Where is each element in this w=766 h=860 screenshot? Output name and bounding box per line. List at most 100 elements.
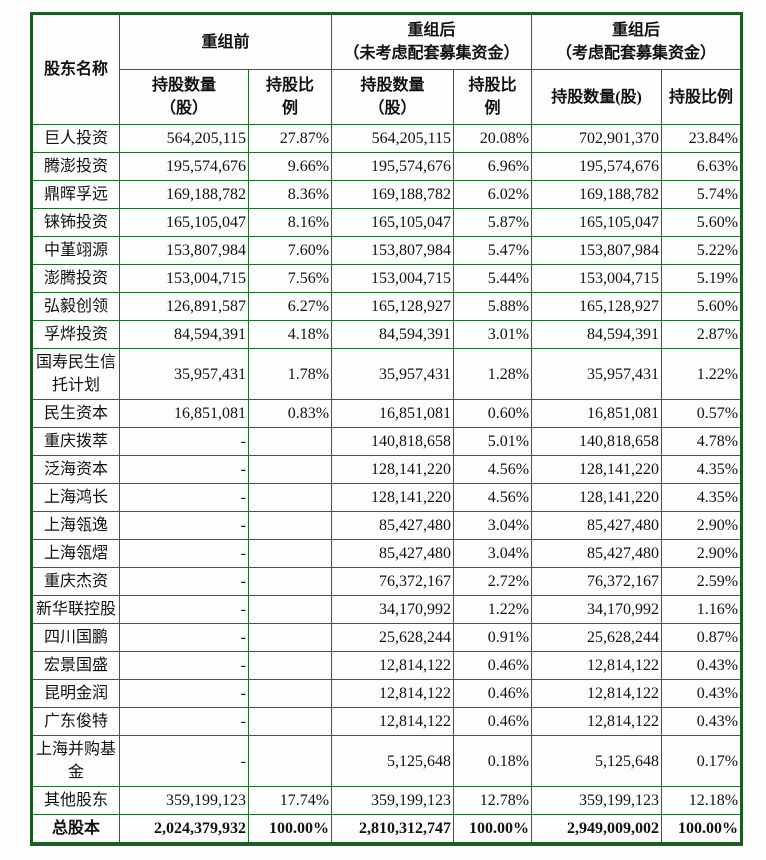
post-fund-pct-cell: 1.22% bbox=[661, 348, 743, 400]
pre-qty-cell: - bbox=[119, 595, 249, 624]
pre-qty-cell: 153,004,715 bbox=[119, 264, 249, 293]
pre-qty-cell: - bbox=[119, 651, 249, 680]
pre-pct-cell: 1.78% bbox=[247, 348, 333, 400]
pre-pct-cell bbox=[247, 651, 333, 680]
post-fund-pct-cell: 5.60% bbox=[661, 292, 743, 321]
shareholder-name-cell: 国寿民生信托计划 bbox=[31, 348, 120, 400]
pre-pct-cell: 27.87% bbox=[247, 124, 333, 153]
post-fund-pct-cell: 2.90% bbox=[661, 511, 743, 540]
post-nofund-pct-cell: 6.02% bbox=[453, 180, 533, 209]
post-fund-pct-cell: 4.78% bbox=[661, 427, 743, 456]
post-nofund-qty-cell: 153,004,715 bbox=[331, 264, 455, 293]
table-row: 其他股东 359,199,123 17.74% 359,199,123 12.7… bbox=[31, 786, 743, 815]
table-row: 澎腾投资 153,004,715 7.56% 153,004,715 5.44%… bbox=[31, 264, 743, 293]
pre-pct-cell bbox=[247, 427, 333, 456]
shareholder-name-cell: 鼎晖孚远 bbox=[31, 180, 120, 209]
post-fund-pct-cell: 100.00% bbox=[661, 814, 743, 846]
post-fund-pct-cell: 0.87% bbox=[661, 623, 743, 652]
post-nofund-qty-cell: 128,141,220 bbox=[331, 455, 455, 484]
pre-qty-cell: 153,807,984 bbox=[119, 236, 249, 265]
shareholder-name-cell: 巨人投资 bbox=[31, 124, 120, 153]
post-fund-qty-cell: 153,807,984 bbox=[531, 236, 663, 265]
pre-qty-cell: 359,199,123 bbox=[119, 786, 249, 815]
table-row: 弘毅创领 126,891,587 6.27% 165,128,927 5.88%… bbox=[31, 292, 743, 321]
post-nofund-pct-cell: 5.44% bbox=[453, 264, 533, 293]
table-row: 总股本 2,024,379,932 100.00% 2,810,312,747 … bbox=[31, 814, 743, 846]
post-fund-qty-cell: 128,141,220 bbox=[531, 483, 663, 512]
pre-qty-cell: 84,594,391 bbox=[119, 320, 249, 349]
post-fund-pct-cell: 23.84% bbox=[661, 124, 743, 153]
header-group-post-nofund-line2: （未考虑配套募集资金） bbox=[343, 45, 520, 62]
post-nofund-pct-cell: 0.46% bbox=[453, 679, 533, 708]
post-nofund-pct-cell: 20.08% bbox=[453, 124, 533, 153]
pre-pct-cell: 7.60% bbox=[247, 236, 333, 265]
pre-pct-cell: 100.00% bbox=[247, 814, 333, 846]
post-fund-qty-cell: 12,814,122 bbox=[531, 679, 663, 708]
pre-qty-cell: - bbox=[119, 511, 249, 540]
pre-qty-cell: - bbox=[119, 455, 249, 484]
pre-pct-cell: 8.16% bbox=[247, 208, 333, 237]
pre-pct-cell bbox=[247, 707, 333, 736]
table-body: 巨人投资 564,205,115 27.87% 564,205,115 20.0… bbox=[31, 124, 743, 846]
post-fund-pct-cell: 2.90% bbox=[661, 539, 743, 568]
shareholder-name-cell: 民生资本 bbox=[31, 399, 120, 428]
pre-qty-cell: 195,574,676 bbox=[119, 152, 249, 181]
shareholder-name-cell: 泛海资本 bbox=[31, 455, 120, 484]
pre-qty-cell: 126,891,587 bbox=[119, 292, 249, 321]
post-fund-qty-cell: 128,141,220 bbox=[531, 455, 663, 484]
post-nofund-pct-cell: 0.18% bbox=[453, 735, 533, 787]
post-nofund-qty-cell: 5,125,648 bbox=[331, 735, 455, 787]
table-row: 新华联控股 - 34,170,992 1.22% 34,170,992 1.16… bbox=[31, 595, 743, 624]
post-nofund-qty-cell: 16,851,081 bbox=[331, 399, 455, 428]
shareholder-name-cell: 四川国鹏 bbox=[31, 623, 120, 652]
pre-qty-cell: 165,105,047 bbox=[119, 208, 249, 237]
post-nofund-qty-cell: 195,574,676 bbox=[331, 152, 455, 181]
post-fund-pct-cell: 12.18% bbox=[661, 786, 743, 815]
post-fund-pct-cell: 1.16% bbox=[661, 595, 743, 624]
shareholder-name-cell: 弘毅创领 bbox=[31, 292, 120, 321]
post-fund-qty-cell: 16,851,081 bbox=[531, 399, 663, 428]
table-header: 股东名称 重组前 重组后 （未考虑配套募集资金） 重组后 （考虑配套募集资金） … bbox=[31, 13, 743, 125]
post-fund-pct-cell: 0.43% bbox=[661, 651, 743, 680]
pre-qty-cell: 2,024,379,932 bbox=[119, 814, 249, 846]
header-post-fund-pct: 持股比例 bbox=[661, 69, 743, 125]
post-fund-qty-cell: 165,105,047 bbox=[531, 208, 663, 237]
post-fund-qty-cell: 84,594,391 bbox=[531, 320, 663, 349]
shareholder-name-cell: 上海鸿长 bbox=[31, 483, 120, 512]
pre-pct-cell bbox=[247, 539, 333, 568]
post-fund-qty-cell: 359,199,123 bbox=[531, 786, 663, 815]
header-shareholder-name: 股东名称 bbox=[31, 13, 120, 125]
post-fund-pct-cell: 5.60% bbox=[661, 208, 743, 237]
post-fund-qty-cell: 12,814,122 bbox=[531, 707, 663, 736]
post-fund-qty-cell: 195,574,676 bbox=[531, 152, 663, 181]
post-nofund-qty-cell: 12,814,122 bbox=[331, 679, 455, 708]
pre-pct-cell: 4.18% bbox=[247, 320, 333, 349]
post-nofund-qty-cell: 359,199,123 bbox=[331, 786, 455, 815]
shareholder-name-cell: 昆明金润 bbox=[31, 679, 120, 708]
shareholder-name-cell: 广东俊特 bbox=[31, 707, 120, 736]
pre-qty-cell: - bbox=[119, 679, 249, 708]
shareholder-name-cell: 铼钸投资 bbox=[31, 208, 120, 237]
header-group-post-nofund-line1: 重组后 bbox=[407, 22, 456, 39]
pre-pct-cell: 7.56% bbox=[247, 264, 333, 293]
pre-qty-cell: 169,188,782 bbox=[119, 180, 249, 209]
pre-qty-cell: - bbox=[119, 707, 249, 736]
post-nofund-qty-cell: 140,818,658 bbox=[331, 427, 455, 456]
post-fund-pct-cell: 0.17% bbox=[661, 735, 743, 787]
shareholder-name-cell: 宏景国盛 bbox=[31, 651, 120, 680]
post-nofund-pct-cell: 0.46% bbox=[453, 707, 533, 736]
header-group-pre: 重组前 bbox=[118, 13, 333, 70]
post-fund-qty-cell: 140,818,658 bbox=[531, 427, 663, 456]
table-row: 铼钸投资 165,105,047 8.16% 165,105,047 5.87%… bbox=[31, 208, 743, 237]
pre-qty-cell: - bbox=[119, 427, 249, 456]
pre-qty-cell: 35,957,431 bbox=[119, 348, 249, 400]
shareholder-name-cell: 上海瓴熠 bbox=[31, 539, 120, 568]
shareholder-name-cell: 其他股东 bbox=[31, 786, 120, 815]
post-fund-qty-cell: 85,427,480 bbox=[531, 511, 663, 540]
pre-pct-cell: 6.27% bbox=[247, 292, 333, 321]
post-nofund-qty-cell: 85,427,480 bbox=[331, 539, 455, 568]
post-fund-qty-cell: 34,170,992 bbox=[531, 595, 663, 624]
pre-pct-cell bbox=[247, 455, 333, 484]
table-row: 上海并购基金 - 5,125,648 0.18% 5,125,648 0.17% bbox=[31, 735, 743, 787]
